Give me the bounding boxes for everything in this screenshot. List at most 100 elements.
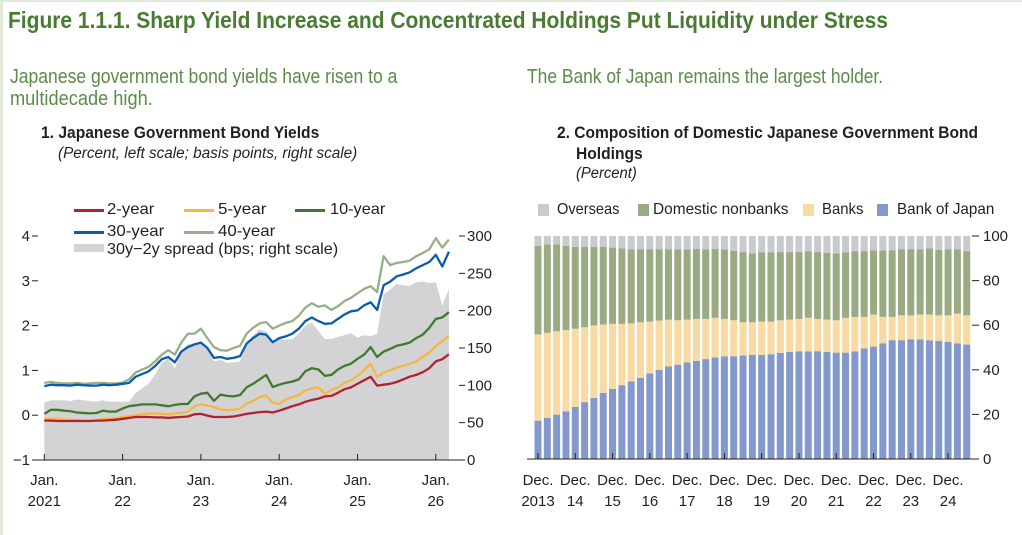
bar-segment-overseas <box>739 236 747 253</box>
bar-segment-domestic-nonbanks <box>879 250 887 317</box>
bar-segment-domestic-nonbanks <box>758 252 766 322</box>
legend-swatch-2-year <box>74 209 104 212</box>
bar-segment-bank-of-japan <box>562 411 570 459</box>
legend-swatch-bank-of-japan <box>877 204 888 216</box>
legend-label-30-year: 30-year <box>107 223 165 240</box>
bar-segment-domestic-nonbanks <box>646 249 654 322</box>
bar-segment-banks <box>925 314 933 341</box>
bar-segment-bank-of-japan <box>618 385 626 459</box>
bar-segment-overseas <box>842 236 850 253</box>
bar-segment-bank-of-japan <box>786 351 794 459</box>
bar-segment-bank-of-japan <box>543 417 551 459</box>
chart2-x-tick-label-month: Dec. <box>858 472 889 489</box>
bar-segment-banks <box>618 323 626 386</box>
bar-segment-bank-of-japan <box>795 351 803 459</box>
frame-top-border <box>0 0 1022 2</box>
bar-segment-bank-of-japan <box>860 348 868 459</box>
bar-segment-domestic-nonbanks <box>795 252 803 319</box>
bar-segment-overseas <box>571 236 579 247</box>
chart1-left-y-tick-label: 0 <box>22 407 30 424</box>
bar-segment-banks <box>553 331 561 415</box>
bar-segment-domestic-nonbanks <box>655 249 663 321</box>
legend-label-domestic-nonbanks: Domestic nonbanks <box>653 201 789 218</box>
chart1-x-tick-label-year: 25 <box>349 493 366 510</box>
bar-segment-domestic-nonbanks <box>832 253 840 321</box>
bar-segment-bank-of-japan <box>702 359 710 459</box>
chart1-x-tick-label-month: Jan. <box>265 472 293 489</box>
bar-segment-bank-of-japan <box>739 355 747 459</box>
bar-segment-banks <box>870 314 878 347</box>
chart2-x-tick-label-year: 14 <box>567 493 584 510</box>
bar-segment-banks <box>581 327 589 403</box>
chart2-x-tick-label-year: 23 <box>902 493 919 510</box>
bar-segment-domestic-nonbanks <box>571 246 579 329</box>
bar-segment-bank-of-japan <box>767 354 775 459</box>
bar-segment-bank-of-japan <box>897 340 905 459</box>
series-area-30y-2y-spread-bps-right-scale <box>44 281 449 460</box>
chart1-x-tick-label-month: Jan. <box>187 472 215 489</box>
chart1-x-tick-label-year: 2021 <box>28 493 61 510</box>
chart1-x-tick-label-month: Jan. <box>108 472 136 489</box>
bar-segment-banks <box>944 315 952 342</box>
bar-segment-overseas <box>953 236 961 250</box>
bar-segment-domestic-nonbanks <box>730 250 738 321</box>
bar-segment-domestic-nonbanks <box>786 252 794 320</box>
bar-segment-banks <box>683 319 691 363</box>
bar-segment-domestic-nonbanks <box>907 249 915 316</box>
bar-segment-banks <box>543 332 551 418</box>
chart1-right-y-tick-label: 200 <box>467 303 492 320</box>
chart1-x-tick-label-month: Jan. <box>343 472 371 489</box>
bar-segment-overseas <box>776 236 784 253</box>
bar-segment-banks <box>711 317 719 358</box>
chart2-x-tick-label-month: Dec. <box>672 472 703 489</box>
legend-swatch-domestic-nonbanks <box>638 204 649 216</box>
bar-segment-domestic-nonbanks <box>935 249 943 316</box>
bar-segment-domestic-nonbanks <box>739 252 747 323</box>
legend-label-overseas: Overseas <box>557 201 620 218</box>
bar-segment-overseas <box>944 236 952 250</box>
figure-title: Figure 1.1.1. Sharp Yield Increase and C… <box>8 7 888 33</box>
bar-segment-domestic-nonbanks <box>534 245 542 335</box>
bar-segment-bank-of-japan <box>590 397 598 459</box>
chart1-right-y-tick-label: 150 <box>467 340 492 357</box>
bar-segment-overseas <box>646 236 654 250</box>
bar-segment-banks <box>888 316 896 341</box>
chart2-right-y-tick-label: 20 <box>983 406 1000 423</box>
bar-segment-overseas <box>720 236 728 250</box>
chart2-x-tick-label-month: Dec. <box>634 472 665 489</box>
chart1-x-tick-label-year: 23 <box>193 493 210 510</box>
chart1-title: 1. Japanese Government Bond Yields <box>41 123 320 142</box>
bar-segment-bank-of-japan <box>823 351 831 459</box>
bar-segment-domestic-nonbanks <box>814 252 822 319</box>
bar-segment-domestic-nonbanks <box>543 244 551 333</box>
bar-segment-banks <box>916 314 924 340</box>
bar-segment-bank-of-japan <box>953 343 961 459</box>
chart2-subtitle: (Percent) <box>576 165 637 182</box>
bar-segment-banks <box>907 315 915 340</box>
bar-segment-domestic-nonbanks <box>963 251 971 316</box>
bar-segment-bank-of-japan <box>916 339 924 459</box>
bar-segment-bank-of-japan <box>534 420 542 459</box>
legend-label-bank-of-japan: Bank of Japan <box>897 201 995 218</box>
bar-segment-bank-of-japan <box>664 366 672 459</box>
legend-swatch-banks <box>803 204 814 216</box>
bar-segment-overseas <box>748 236 756 254</box>
bar-segment-banks <box>739 322 747 356</box>
bar-segment-overseas <box>851 236 859 252</box>
bar-segment-bank-of-japan <box>720 356 728 459</box>
bar-segment-banks <box>599 324 607 393</box>
bar-segment-domestic-nonbanks <box>581 246 589 328</box>
bar-segment-domestic-nonbanks <box>823 252 831 320</box>
bar-segment-bank-of-japan <box>907 339 915 459</box>
bar-segment-bank-of-japan <box>748 354 756 459</box>
bar-segment-banks <box>720 318 728 357</box>
legend-swatch-spread <box>74 244 104 252</box>
bar-segment-domestic-nonbanks <box>702 249 710 319</box>
bar-segment-overseas <box>804 236 812 252</box>
chart2-right-y-tick-label: 80 <box>983 273 1000 290</box>
chart2-right-y-tick-label: 60 <box>983 317 1000 334</box>
bar-segment-banks <box>897 315 905 341</box>
bar-segment-bank-of-japan <box>609 388 617 459</box>
bar-segment-banks <box>758 321 766 355</box>
bar-segment-bank-of-japan <box>599 392 607 459</box>
